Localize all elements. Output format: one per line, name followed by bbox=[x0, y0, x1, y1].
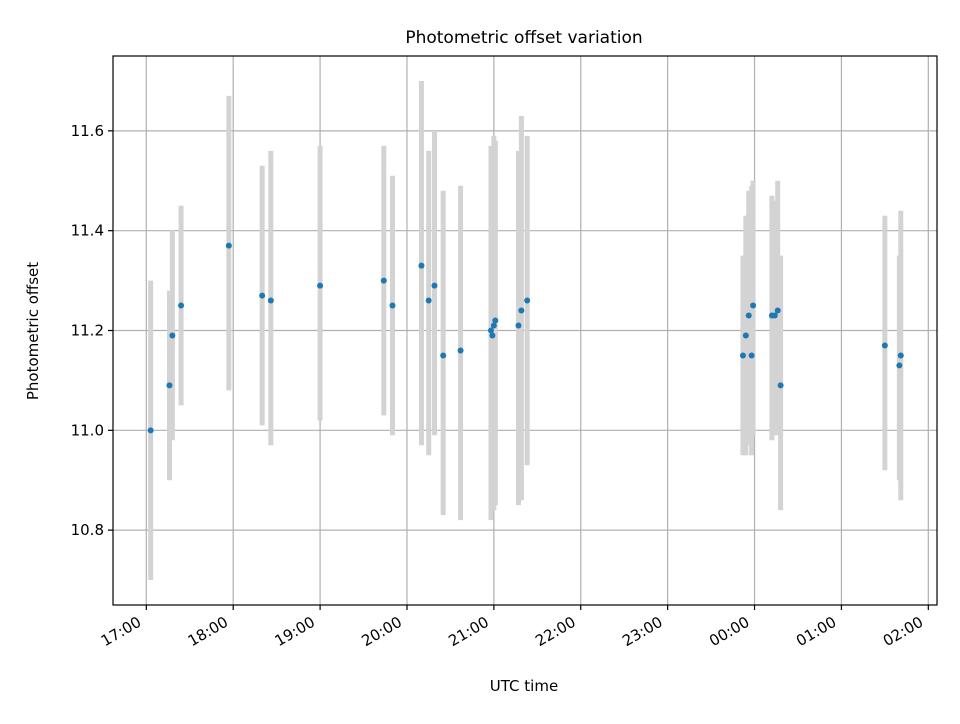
data-point bbox=[777, 382, 784, 389]
data-point bbox=[896, 362, 903, 369]
data-point bbox=[147, 427, 154, 434]
y-axis-label: Photometric offset bbox=[24, 262, 42, 400]
data-point bbox=[389, 302, 396, 309]
y-tick-label: 11.4 bbox=[71, 222, 104, 240]
data-point bbox=[267, 297, 274, 304]
data-point bbox=[524, 297, 531, 304]
data-point bbox=[492, 317, 499, 324]
data-point bbox=[518, 307, 525, 314]
data-point bbox=[748, 352, 755, 359]
data-point bbox=[259, 292, 266, 299]
data-point bbox=[169, 332, 176, 339]
data-point bbox=[742, 332, 749, 339]
data-point bbox=[739, 352, 746, 359]
data-point bbox=[225, 242, 232, 249]
data-point bbox=[774, 307, 781, 314]
data-point bbox=[440, 352, 447, 359]
data-point bbox=[317, 282, 324, 289]
data-point bbox=[166, 382, 173, 389]
y-tick-label: 10.8 bbox=[71, 521, 104, 539]
y-tick-label: 11.6 bbox=[71, 122, 104, 140]
data-point bbox=[490, 322, 497, 329]
point-layer bbox=[147, 242, 904, 434]
data-point bbox=[457, 347, 464, 354]
data-point bbox=[515, 322, 522, 329]
y-tick-layer: 10.8 11.0 11.2 11.4 11.6 bbox=[71, 122, 113, 539]
data-point bbox=[750, 302, 757, 309]
data-point bbox=[380, 277, 387, 284]
y-tick-label: 11.2 bbox=[71, 322, 104, 340]
data-point bbox=[431, 282, 438, 289]
data-point bbox=[771, 312, 778, 319]
y-tick-label: 11.0 bbox=[71, 421, 104, 439]
data-point bbox=[487, 327, 494, 334]
data-point bbox=[425, 297, 432, 304]
chart-title: Photometric offset variation bbox=[405, 28, 642, 48]
x-axis-label: UTC time bbox=[490, 677, 558, 695]
data-point bbox=[897, 352, 904, 359]
data-point bbox=[745, 312, 752, 319]
data-point bbox=[418, 262, 425, 269]
data-point bbox=[178, 302, 185, 309]
data-point bbox=[489, 332, 496, 339]
data-point bbox=[881, 342, 888, 349]
